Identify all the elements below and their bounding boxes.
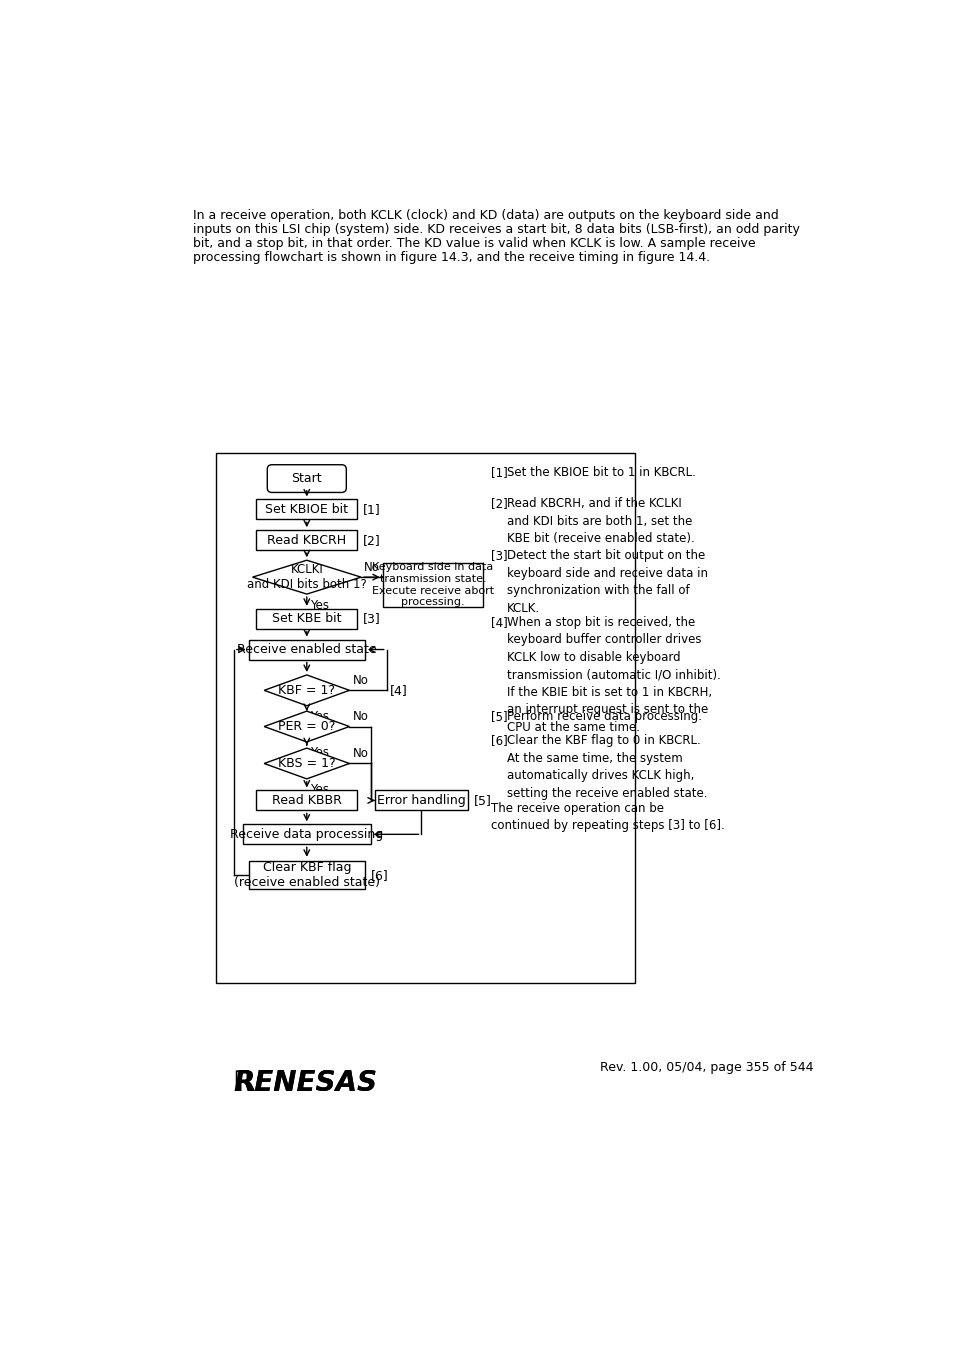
Text: The receive operation can be
continued by repeating steps [3] to [6].: The receive operation can be continued b…: [491, 802, 724, 832]
Text: Yes: Yes: [310, 782, 329, 796]
Text: ℝENESAS: ℝENESAS: [233, 1069, 377, 1097]
Text: PER = 0?: PER = 0?: [278, 720, 335, 734]
FancyBboxPatch shape: [256, 790, 356, 811]
Text: No: No: [353, 711, 368, 723]
Text: [6]: [6]: [371, 869, 389, 882]
Text: [6]: [6]: [491, 734, 507, 747]
Text: [4]: [4]: [390, 684, 407, 697]
Text: [5]: [5]: [491, 709, 507, 723]
Text: RENESAS: RENESAS: [233, 1069, 377, 1097]
Text: Set the KBIOE bit to 1 in KBCRL.: Set the KBIOE bit to 1 in KBCRL.: [506, 466, 695, 480]
FancyBboxPatch shape: [256, 500, 356, 519]
FancyBboxPatch shape: [375, 790, 468, 811]
Text: KBS = 1?: KBS = 1?: [277, 757, 335, 770]
Text: [5]: [5]: [474, 794, 492, 807]
Text: [4]: [4]: [491, 616, 507, 628]
Text: [2]: [2]: [491, 497, 507, 511]
Text: Read KBCRH: Read KBCRH: [267, 534, 346, 547]
Polygon shape: [264, 748, 349, 780]
Polygon shape: [264, 676, 349, 705]
Text: [3]: [3]: [491, 550, 507, 562]
Text: Clear KBF flag
(receive enabled state): Clear KBF flag (receive enabled state): [233, 861, 379, 889]
Text: Clear the KBF flag to 0 in KBCRL.
At the same time, the system
automatically dri: Clear the KBF flag to 0 in KBCRL. At the…: [506, 734, 706, 800]
Text: Keyboard side in data
transmission state.
Execute receive abort
processing.: Keyboard side in data transmission state…: [372, 562, 494, 607]
Text: No: No: [353, 747, 368, 761]
Polygon shape: [253, 561, 360, 594]
FancyBboxPatch shape: [243, 824, 371, 844]
Text: [1]: [1]: [363, 503, 381, 516]
FancyBboxPatch shape: [256, 530, 356, 550]
FancyBboxPatch shape: [249, 862, 365, 889]
Text: Yes: Yes: [310, 598, 329, 612]
Text: No: No: [353, 674, 368, 688]
FancyBboxPatch shape: [249, 639, 365, 659]
Text: Read KBCRH, and if the KCLKI
and KDI bits are both 1, set the
KBE bit (receive e: Read KBCRH, and if the KCLKI and KDI bit…: [506, 497, 694, 544]
Text: Read KBBR: Read KBBR: [272, 794, 341, 807]
FancyBboxPatch shape: [216, 453, 634, 984]
Text: Yes: Yes: [310, 746, 329, 759]
Text: Error handling: Error handling: [376, 794, 465, 807]
Text: Set KBE bit: Set KBE bit: [272, 612, 341, 626]
Text: In a receive operation, both KCLK (clock) and KD (data) are outputs on the keybo: In a receive operation, both KCLK (clock…: [193, 209, 778, 222]
Text: No: No: [364, 561, 379, 574]
FancyBboxPatch shape: [382, 562, 483, 607]
Text: [3]: [3]: [363, 612, 381, 626]
Text: Set KBIOE bit: Set KBIOE bit: [265, 503, 348, 516]
Text: [1]: [1]: [491, 466, 507, 480]
Text: inputs on this LSI chip (system) side. KD receives a start bit, 8 data bits (LSB: inputs on this LSI chip (system) side. K…: [193, 223, 799, 236]
Text: Perform receive data processing.: Perform receive data processing.: [506, 709, 701, 723]
FancyBboxPatch shape: [267, 465, 346, 493]
Text: KBF = 1?: KBF = 1?: [278, 684, 335, 697]
Text: Receive data processing: Receive data processing: [230, 828, 383, 840]
FancyBboxPatch shape: [256, 609, 356, 628]
Text: Yes: Yes: [310, 709, 329, 723]
Text: Receive enabled state: Receive enabled state: [236, 643, 376, 657]
Text: [2]: [2]: [363, 534, 381, 547]
Text: Detect the start bit output on the
keyboard side and receive data in
synchroniza: Detect the start bit output on the keybo…: [506, 550, 707, 615]
Text: Start: Start: [292, 471, 322, 485]
Text: KCLKI
and KDI bits both 1?: KCLKI and KDI bits both 1?: [247, 563, 366, 592]
Text: Rev. 1.00, 05/04, page 355 of 544: Rev. 1.00, 05/04, page 355 of 544: [599, 1061, 812, 1074]
Text: When a stop bit is received, the
keyboard buffer controller drives
KCLK low to d: When a stop bit is received, the keyboar…: [506, 616, 720, 734]
Polygon shape: [264, 711, 349, 742]
Text: processing flowchart is shown in figure 14.3, and the receive timing in figure 1: processing flowchart is shown in figure …: [193, 251, 709, 263]
Text: bit, and a stop bit, in that order. The KD value is valid when KCLK is low. A sa: bit, and a stop bit, in that order. The …: [193, 236, 755, 250]
